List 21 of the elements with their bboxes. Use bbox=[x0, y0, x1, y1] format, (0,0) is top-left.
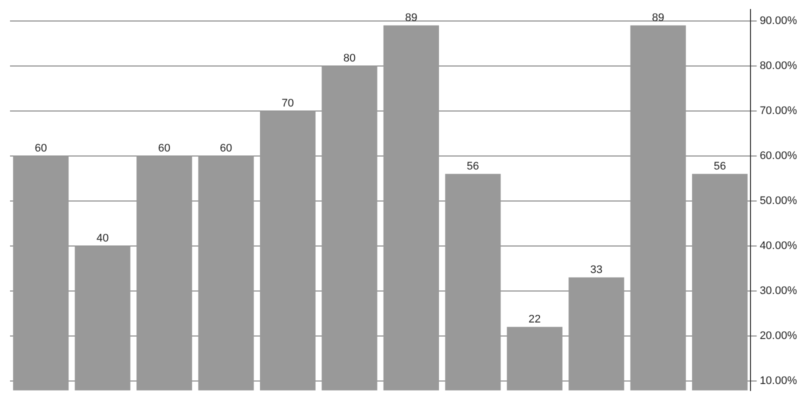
data-label: 70 bbox=[282, 97, 294, 110]
data-label: 40 bbox=[96, 232, 109, 244]
data-label: 89 bbox=[405, 12, 418, 24]
data-label: 33 bbox=[590, 264, 603, 276]
y-tick-label: 70.00% bbox=[760, 104, 798, 117]
data-label: 80 bbox=[343, 52, 356, 64]
y-tick-label: 50.00% bbox=[760, 194, 798, 207]
y-tick-label: 60.00% bbox=[760, 150, 798, 162]
y-tick-label: 80.00% bbox=[760, 60, 798, 72]
data-label: 56 bbox=[466, 160, 480, 172]
data-label: 60 bbox=[158, 142, 170, 154]
data-label: 56 bbox=[714, 160, 726, 172]
data-label: 60 bbox=[220, 142, 232, 154]
data-label: 60 bbox=[34, 142, 47, 154]
y-tick-label: 20.00% bbox=[760, 330, 798, 342]
y-tick-label: 90.00% bbox=[760, 14, 798, 27]
y-tick-label: 10.00% bbox=[760, 374, 798, 387]
data-label: 22 bbox=[528, 313, 541, 326]
data-label: 89 bbox=[652, 12, 664, 24]
y-tick-label: 30.00% bbox=[760, 284, 798, 297]
y-tick-label: 40.00% bbox=[760, 240, 798, 252]
